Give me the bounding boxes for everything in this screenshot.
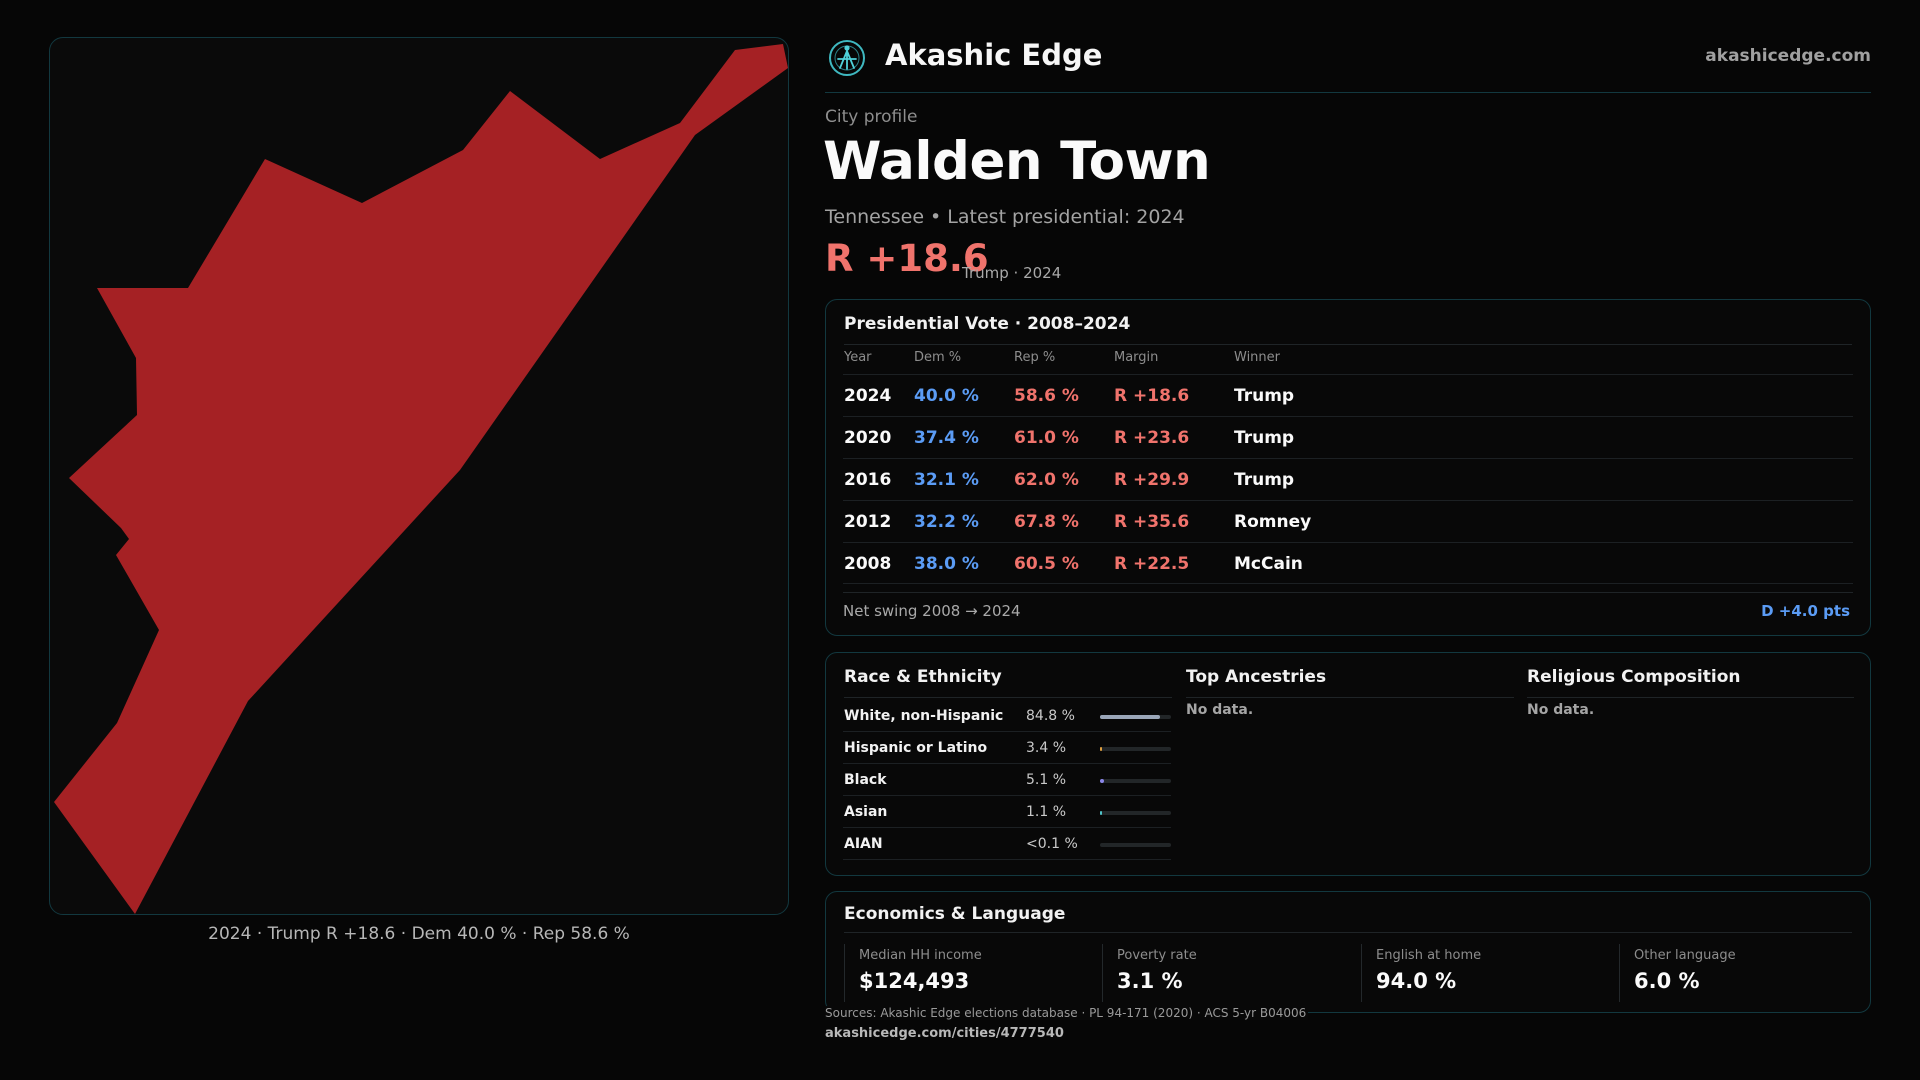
vote-dem-pct: 37.4 % — [914, 428, 979, 448]
ancestries-empty: No data. — [1186, 702, 1254, 718]
race-row-black: Black 5.1 % — [843, 764, 1171, 796]
race-bar-track — [1100, 779, 1171, 783]
latest-margin-note: Trump · 2024 — [962, 264, 1062, 282]
vote-winner: Romney — [1234, 512, 1312, 532]
sources-note: Sources: Akashic Edge elections database… — [825, 1006, 1309, 1020]
stat-value: 94.0 % — [1376, 969, 1457, 993]
stat-median-income: Median HH income $124,493 — [844, 944, 1102, 1002]
race-bar-fill — [1100, 811, 1102, 815]
column-header-winner: Winner — [1234, 350, 1281, 365]
race-row-white: White, non-Hispanic 84.8 % — [843, 700, 1171, 732]
race-pct: 5.1 % — [1026, 772, 1067, 788]
column-header-year: Year — [844, 350, 872, 365]
vote-margin: R +35.6 — [1114, 512, 1190, 532]
brand-name[interactable]: Akashic Edge — [885, 38, 1103, 72]
vote-winner: McCain — [1234, 554, 1303, 574]
vote-year: 2016 — [844, 470, 892, 490]
stat-poverty-rate: Poverty rate 3.1 % — [1102, 944, 1360, 1002]
stat-value: 6.0 % — [1634, 969, 1700, 993]
race-bar-fill — [1100, 715, 1161, 719]
race-pct: 1.1 % — [1026, 804, 1067, 820]
stat-label: Median HH income — [859, 948, 982, 963]
stat-value: $124,493 — [859, 969, 970, 993]
vote-row-2020: 2020 37.4 % 61.0 % R +23.6 Trump — [843, 416, 1853, 458]
column-header-dem: Dem % — [914, 350, 962, 365]
column-header-rep: Rep % — [1014, 350, 1056, 365]
vote-year: 2008 — [844, 554, 892, 574]
race-pct: 84.8 % — [1026, 708, 1075, 724]
stat-other-language: Other language 6.0 % — [1619, 944, 1853, 1002]
vote-year: 2020 — [844, 428, 892, 448]
stat-english-at-home: English at home 94.0 % — [1361, 944, 1619, 1002]
race-label: AIAN — [844, 836, 883, 852]
city-boundary-map — [54, 44, 788, 914]
vote-dem-pct: 38.0 % — [914, 554, 979, 574]
race-bar-track — [1100, 747, 1171, 751]
race-bar-track — [1100, 811, 1171, 815]
vote-winner: Trump — [1234, 428, 1295, 448]
race-bar-track — [1100, 715, 1171, 719]
vote-winner: Trump — [1234, 470, 1295, 490]
economics-title: Economics & Language — [844, 904, 1066, 924]
race-pct: 3.4 % — [1026, 740, 1067, 756]
vote-year: 2012 — [844, 512, 892, 532]
vote-margin: R +22.5 — [1114, 554, 1190, 574]
vote-row-2016: 2016 32.1 % 62.0 % R +29.9 Trump — [843, 458, 1853, 500]
race-ethnicity-title: Race & Ethnicity — [844, 667, 1002, 687]
race-pct: <0.1 % — [1026, 836, 1078, 852]
race-row-hispanic: Hispanic or Latino 3.4 % — [843, 732, 1171, 764]
stat-label: Poverty rate — [1117, 948, 1197, 963]
vote-rep-pct: 58.6 % — [1014, 386, 1079, 406]
demographics-card: Race & Ethnicity Top Ancestries Religiou… — [825, 652, 1871, 876]
page-kicker: City profile — [825, 107, 918, 127]
vote-dem-pct: 32.1 % — [914, 470, 979, 490]
net-swing-value: D +4.0 pts — [1761, 602, 1850, 620]
map-panel[interactable] — [49, 37, 789, 915]
stat-label: Other language — [1634, 948, 1736, 963]
stat-value: 3.1 % — [1117, 969, 1183, 993]
race-row-aian: AIAN <0.1 % — [843, 828, 1171, 860]
vote-margin: R +23.6 — [1114, 428, 1190, 448]
vote-row-2012: 2012 32.2 % 67.8 % R +35.6 Romney — [843, 500, 1853, 542]
race-label: Asian — [844, 804, 888, 820]
religious-composition-title: Religious Composition — [1527, 667, 1741, 687]
page-subtitle: Tennessee • Latest presidential: 2024 — [825, 206, 1185, 228]
race-row-asian: Asian 1.1 % — [843, 796, 1171, 828]
race-bar-fill — [1100, 747, 1103, 751]
vote-rep-pct: 60.5 % — [1014, 554, 1079, 574]
vote-rep-pct: 62.0 % — [1014, 470, 1079, 490]
vote-dem-pct: 32.2 % — [914, 512, 979, 532]
vote-rep-pct: 67.8 % — [1014, 512, 1079, 532]
vote-dem-pct: 40.0 % — [914, 386, 979, 406]
header: Akashic Edge akashicedge.com — [825, 32, 1871, 93]
vote-row-2024: 2024 40.0 % 58.6 % R +18.6 Trump — [843, 374, 1853, 416]
site-link[interactable]: akashicedge.com — [1705, 46, 1871, 66]
race-label: Hispanic or Latino — [844, 740, 988, 756]
vote-winner: Trump — [1234, 386, 1295, 406]
map-caption: 2024 · Trump R +18.6 · Dem 40.0 % · Rep … — [208, 924, 630, 944]
religion-empty: No data. — [1527, 702, 1595, 718]
economics-card: Economics & Language — [825, 891, 1871, 1013]
source-url-link[interactable]: akashicedge.com/cities/4777540 — [825, 1026, 1064, 1041]
page-title: Walden Town — [823, 131, 1211, 192]
city-boundary-shape[interactable] — [54, 44, 788, 914]
column-header-margin: Margin — [1114, 350, 1159, 365]
stat-label: English at home — [1376, 948, 1482, 963]
race-bar-track — [1100, 843, 1171, 847]
race-label: Black — [844, 772, 887, 788]
vote-row-2008: 2008 38.0 % 60.5 % R +22.5 McCain — [843, 542, 1853, 584]
top-ancestries-title: Top Ancestries — [1186, 667, 1327, 687]
race-label: White, non-Hispanic — [844, 708, 1004, 724]
race-bar-fill — [1100, 779, 1104, 783]
vote-year: 2024 — [844, 386, 892, 406]
presidential-vote-card: Presidential Vote · 2008–2024 — [825, 299, 1871, 636]
vote-rep-pct: 61.0 % — [1014, 428, 1079, 448]
vote-margin: R +18.6 — [1114, 386, 1190, 406]
latest-margin: R +18.6 — [825, 237, 989, 280]
net-swing-label: Net swing 2008 → 2024 — [843, 602, 1021, 620]
vote-margin: R +29.9 — [1114, 470, 1190, 490]
akashic-edge-logo-icon[interactable] — [827, 38, 867, 78]
presidential-vote-title: Presidential Vote · 2008–2024 — [844, 314, 1131, 334]
